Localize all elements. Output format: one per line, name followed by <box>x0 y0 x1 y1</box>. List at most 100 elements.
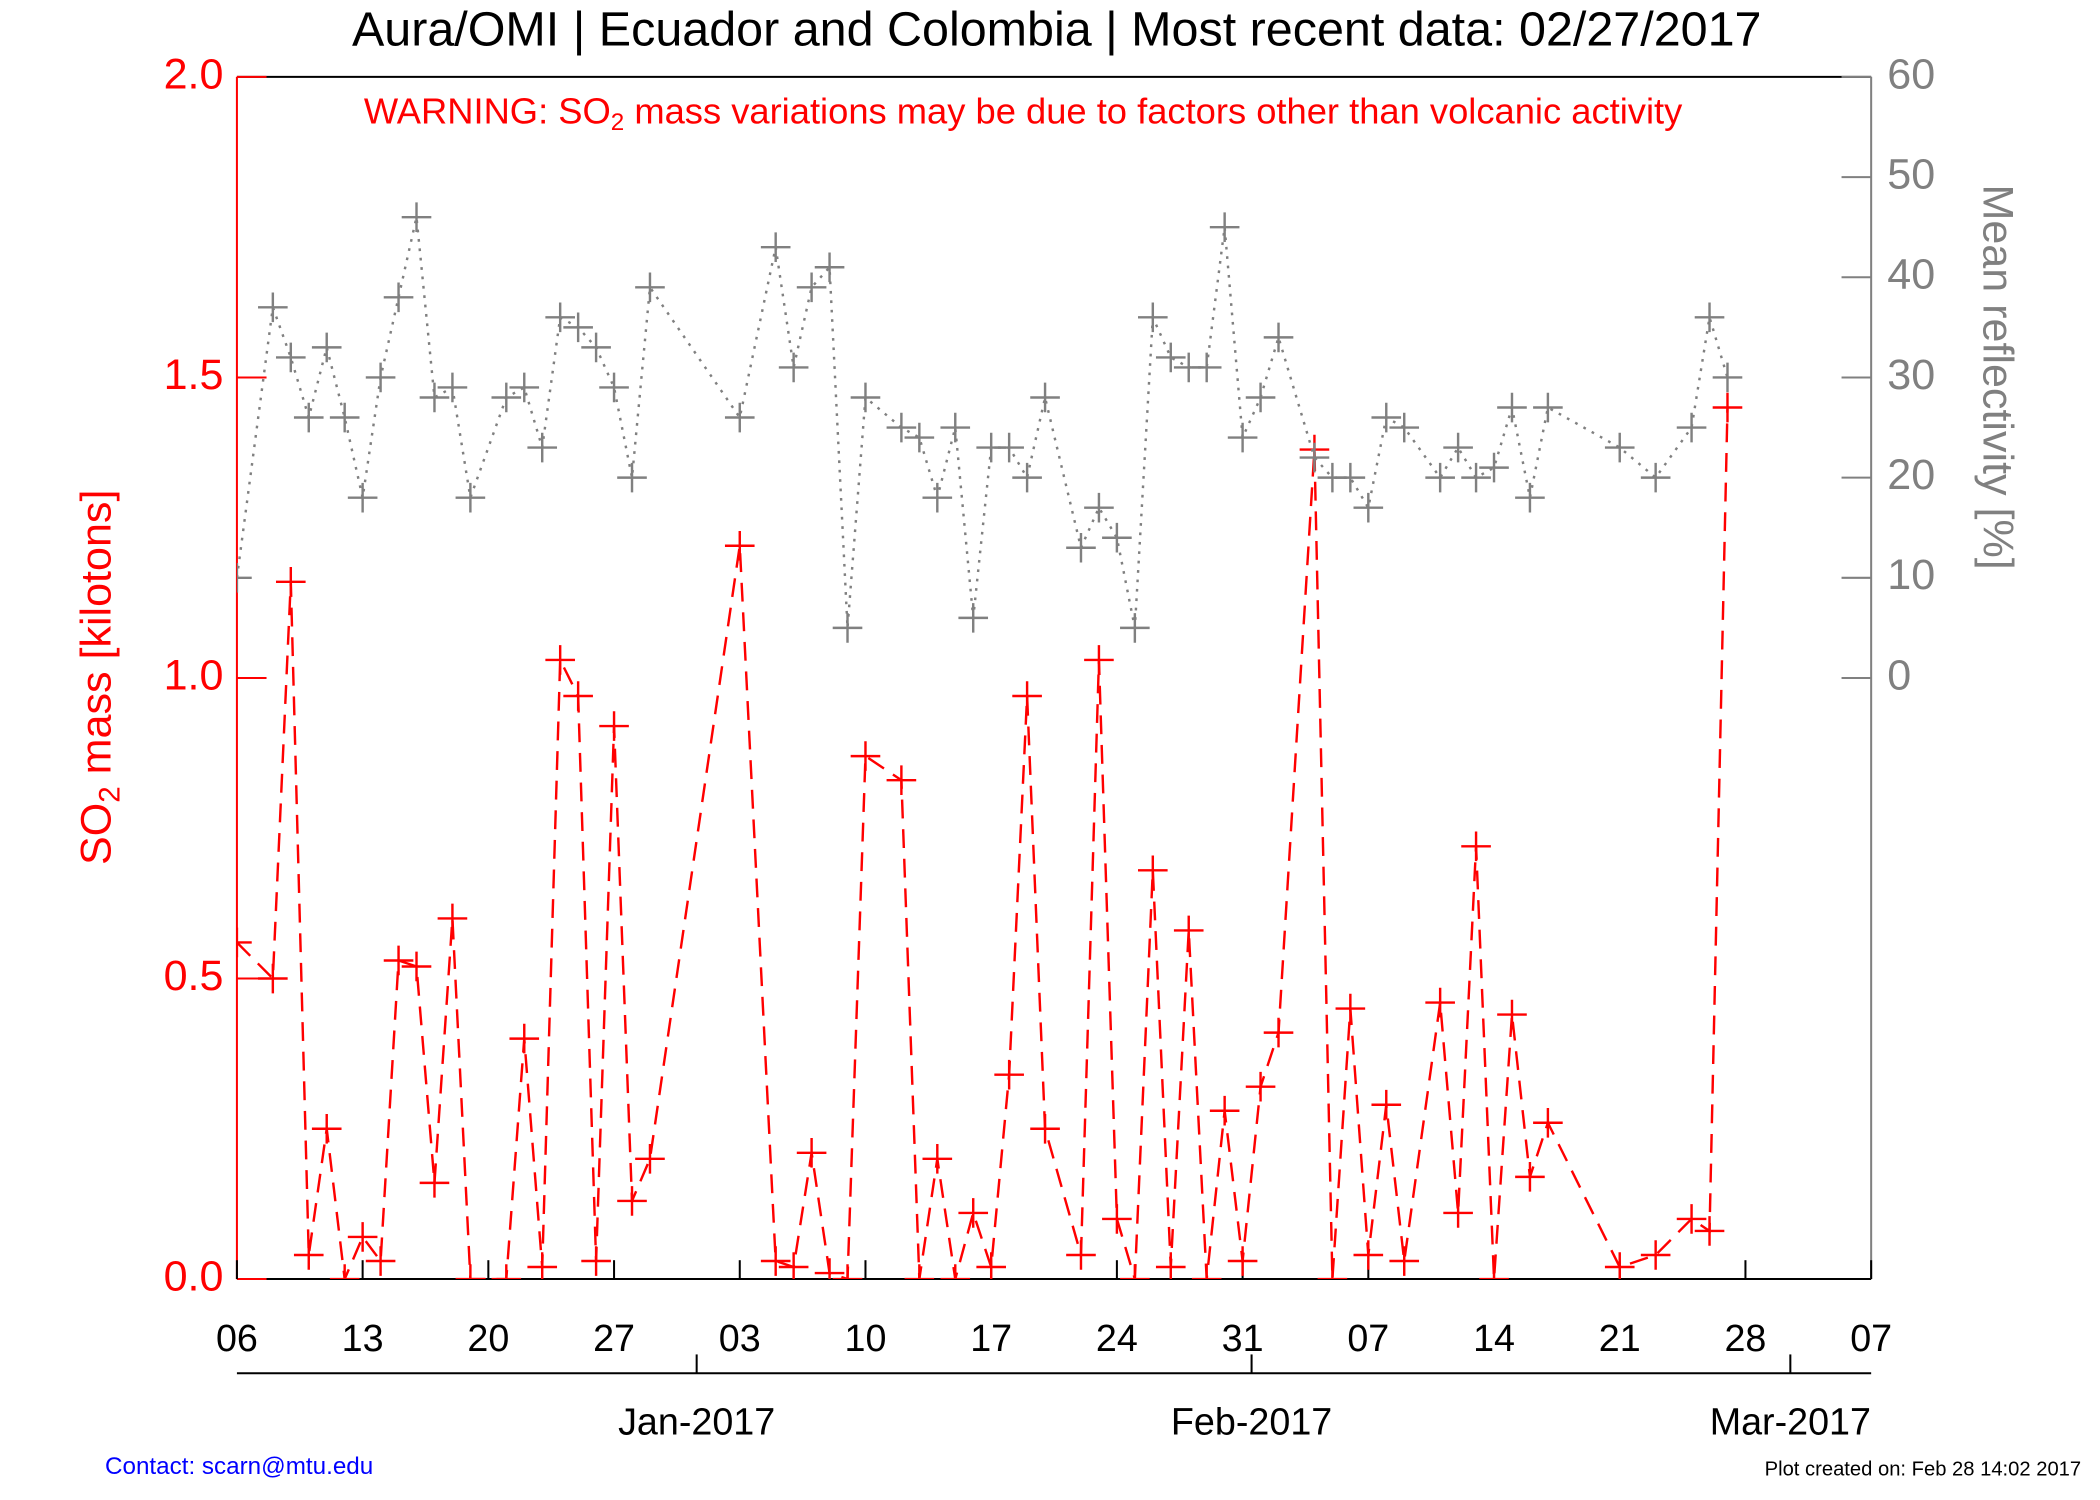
point-marker <box>1479 1264 1509 1280</box>
y2-tick-label: 0 <box>1887 651 1911 699</box>
point-marker <box>1066 1240 1096 1270</box>
x-tick-label: 24 <box>1096 1317 1138 1359</box>
y-tick-label: 0.0 <box>164 1252 224 1300</box>
series-line <box>236 407 1729 1280</box>
point-marker <box>1138 302 1168 333</box>
point-marker <box>1120 613 1150 643</box>
point-marker <box>886 412 917 443</box>
point-marker <box>1712 392 1743 423</box>
point-marker <box>419 1168 450 1198</box>
point-marker <box>1461 831 1491 862</box>
point-marker <box>347 1222 378 1252</box>
point-marker <box>1245 382 1276 413</box>
y2-tick-label: 50 <box>1887 150 1935 198</box>
y2-tick-label: 40 <box>1887 251 1935 299</box>
created-note: Plot created on: Feb 28 14:02 2017 <box>1765 1459 2082 1481</box>
point-marker <box>365 362 396 393</box>
point-marker <box>545 645 575 675</box>
point-marker <box>383 945 414 976</box>
point-marker <box>1425 462 1455 493</box>
point-marker <box>1604 1252 1635 1280</box>
point-marker <box>1102 522 1132 553</box>
point-marker <box>1676 412 1707 443</box>
point-marker <box>258 292 288 323</box>
point-marker <box>1030 1113 1060 1144</box>
point-marker <box>401 202 432 232</box>
point-marker <box>581 1246 611 1276</box>
y2-tick-label: 60 <box>1887 50 1935 98</box>
x-tick-label: 28 <box>1724 1317 1766 1359</box>
point-marker <box>1335 993 1366 1024</box>
point-marker <box>599 372 629 403</box>
point-marker <box>1012 462 1042 493</box>
y-axis-label: SO2 mass [kilotons] <box>73 490 127 865</box>
point-marker <box>236 927 252 958</box>
x-tick-label: 06 <box>216 1317 258 1359</box>
point-marker <box>1389 412 1420 443</box>
point-marker <box>1120 1264 1150 1280</box>
point-marker <box>994 1059 1024 1090</box>
point-marker <box>814 1258 845 1280</box>
point-marker <box>311 332 342 363</box>
point-marker <box>1515 482 1545 513</box>
point-marker <box>940 412 971 443</box>
point-marker <box>976 1252 1006 1280</box>
point-marker <box>1191 1264 1222 1280</box>
y2-axis-label: Mean reflectivity [%] <box>1974 184 2022 569</box>
point-marker <box>311 1113 342 1144</box>
point-marker <box>563 312 593 343</box>
point-marker <box>329 402 360 433</box>
x-tick-label: 20 <box>467 1317 509 1359</box>
point-marker <box>796 272 827 303</box>
warning-text: WARNING: SO <box>364 90 611 131</box>
point-marker <box>958 603 989 633</box>
point-marker <box>1030 382 1060 413</box>
point-marker <box>1694 1216 1725 1246</box>
point-marker <box>724 530 755 561</box>
point-marker <box>1533 392 1563 423</box>
point-marker <box>904 422 935 453</box>
x-tick-label: 14 <box>1473 1317 1515 1359</box>
point-marker <box>275 342 306 373</box>
x-tick-label: 27 <box>593 1317 635 1359</box>
point-marker <box>1263 322 1294 353</box>
point-marker <box>1694 302 1725 333</box>
month-label: Feb-2017 <box>1171 1400 1332 1442</box>
y2-tick-label: 20 <box>1887 451 1935 499</box>
point-marker <box>1425 987 1455 1018</box>
point-marker <box>563 681 593 711</box>
point-marker <box>527 1252 558 1280</box>
point-marker <box>1712 362 1743 393</box>
point-marker <box>1533 1107 1563 1138</box>
point-marker <box>850 741 881 771</box>
point-marker <box>1443 432 1473 463</box>
point-marker <box>1263 1017 1294 1048</box>
point-marker <box>635 272 665 303</box>
month-label: Jan-2017 <box>618 1400 775 1442</box>
x-tick-label: 10 <box>845 1317 887 1359</box>
point-marker <box>545 302 575 333</box>
point-marker <box>491 1264 522 1280</box>
x-tick-label: 31 <box>1222 1317 1264 1359</box>
warning-subscript: 2 <box>611 109 624 136</box>
point-marker <box>778 352 809 383</box>
point-marker <box>617 1186 647 1216</box>
y-label-text: mass [kilotons] <box>73 490 121 787</box>
point-marker <box>814 252 845 283</box>
plot-area <box>236 202 1743 1280</box>
point-marker <box>1515 1162 1545 1192</box>
point-marker <box>922 1144 953 1174</box>
point-marker <box>1676 1204 1707 1234</box>
point-marker <box>1066 532 1096 563</box>
point-marker <box>236 562 252 593</box>
x-tick-label: 03 <box>719 1317 761 1359</box>
point-marker <box>994 432 1024 463</box>
point-marker <box>760 232 791 263</box>
point-marker <box>419 382 450 413</box>
point-marker <box>365 1246 396 1276</box>
warning: WARNING: SO2 mass variations may be due … <box>364 90 1683 137</box>
point-marker <box>1245 1071 1276 1102</box>
point-marker <box>599 711 629 741</box>
point-marker <box>832 613 863 643</box>
